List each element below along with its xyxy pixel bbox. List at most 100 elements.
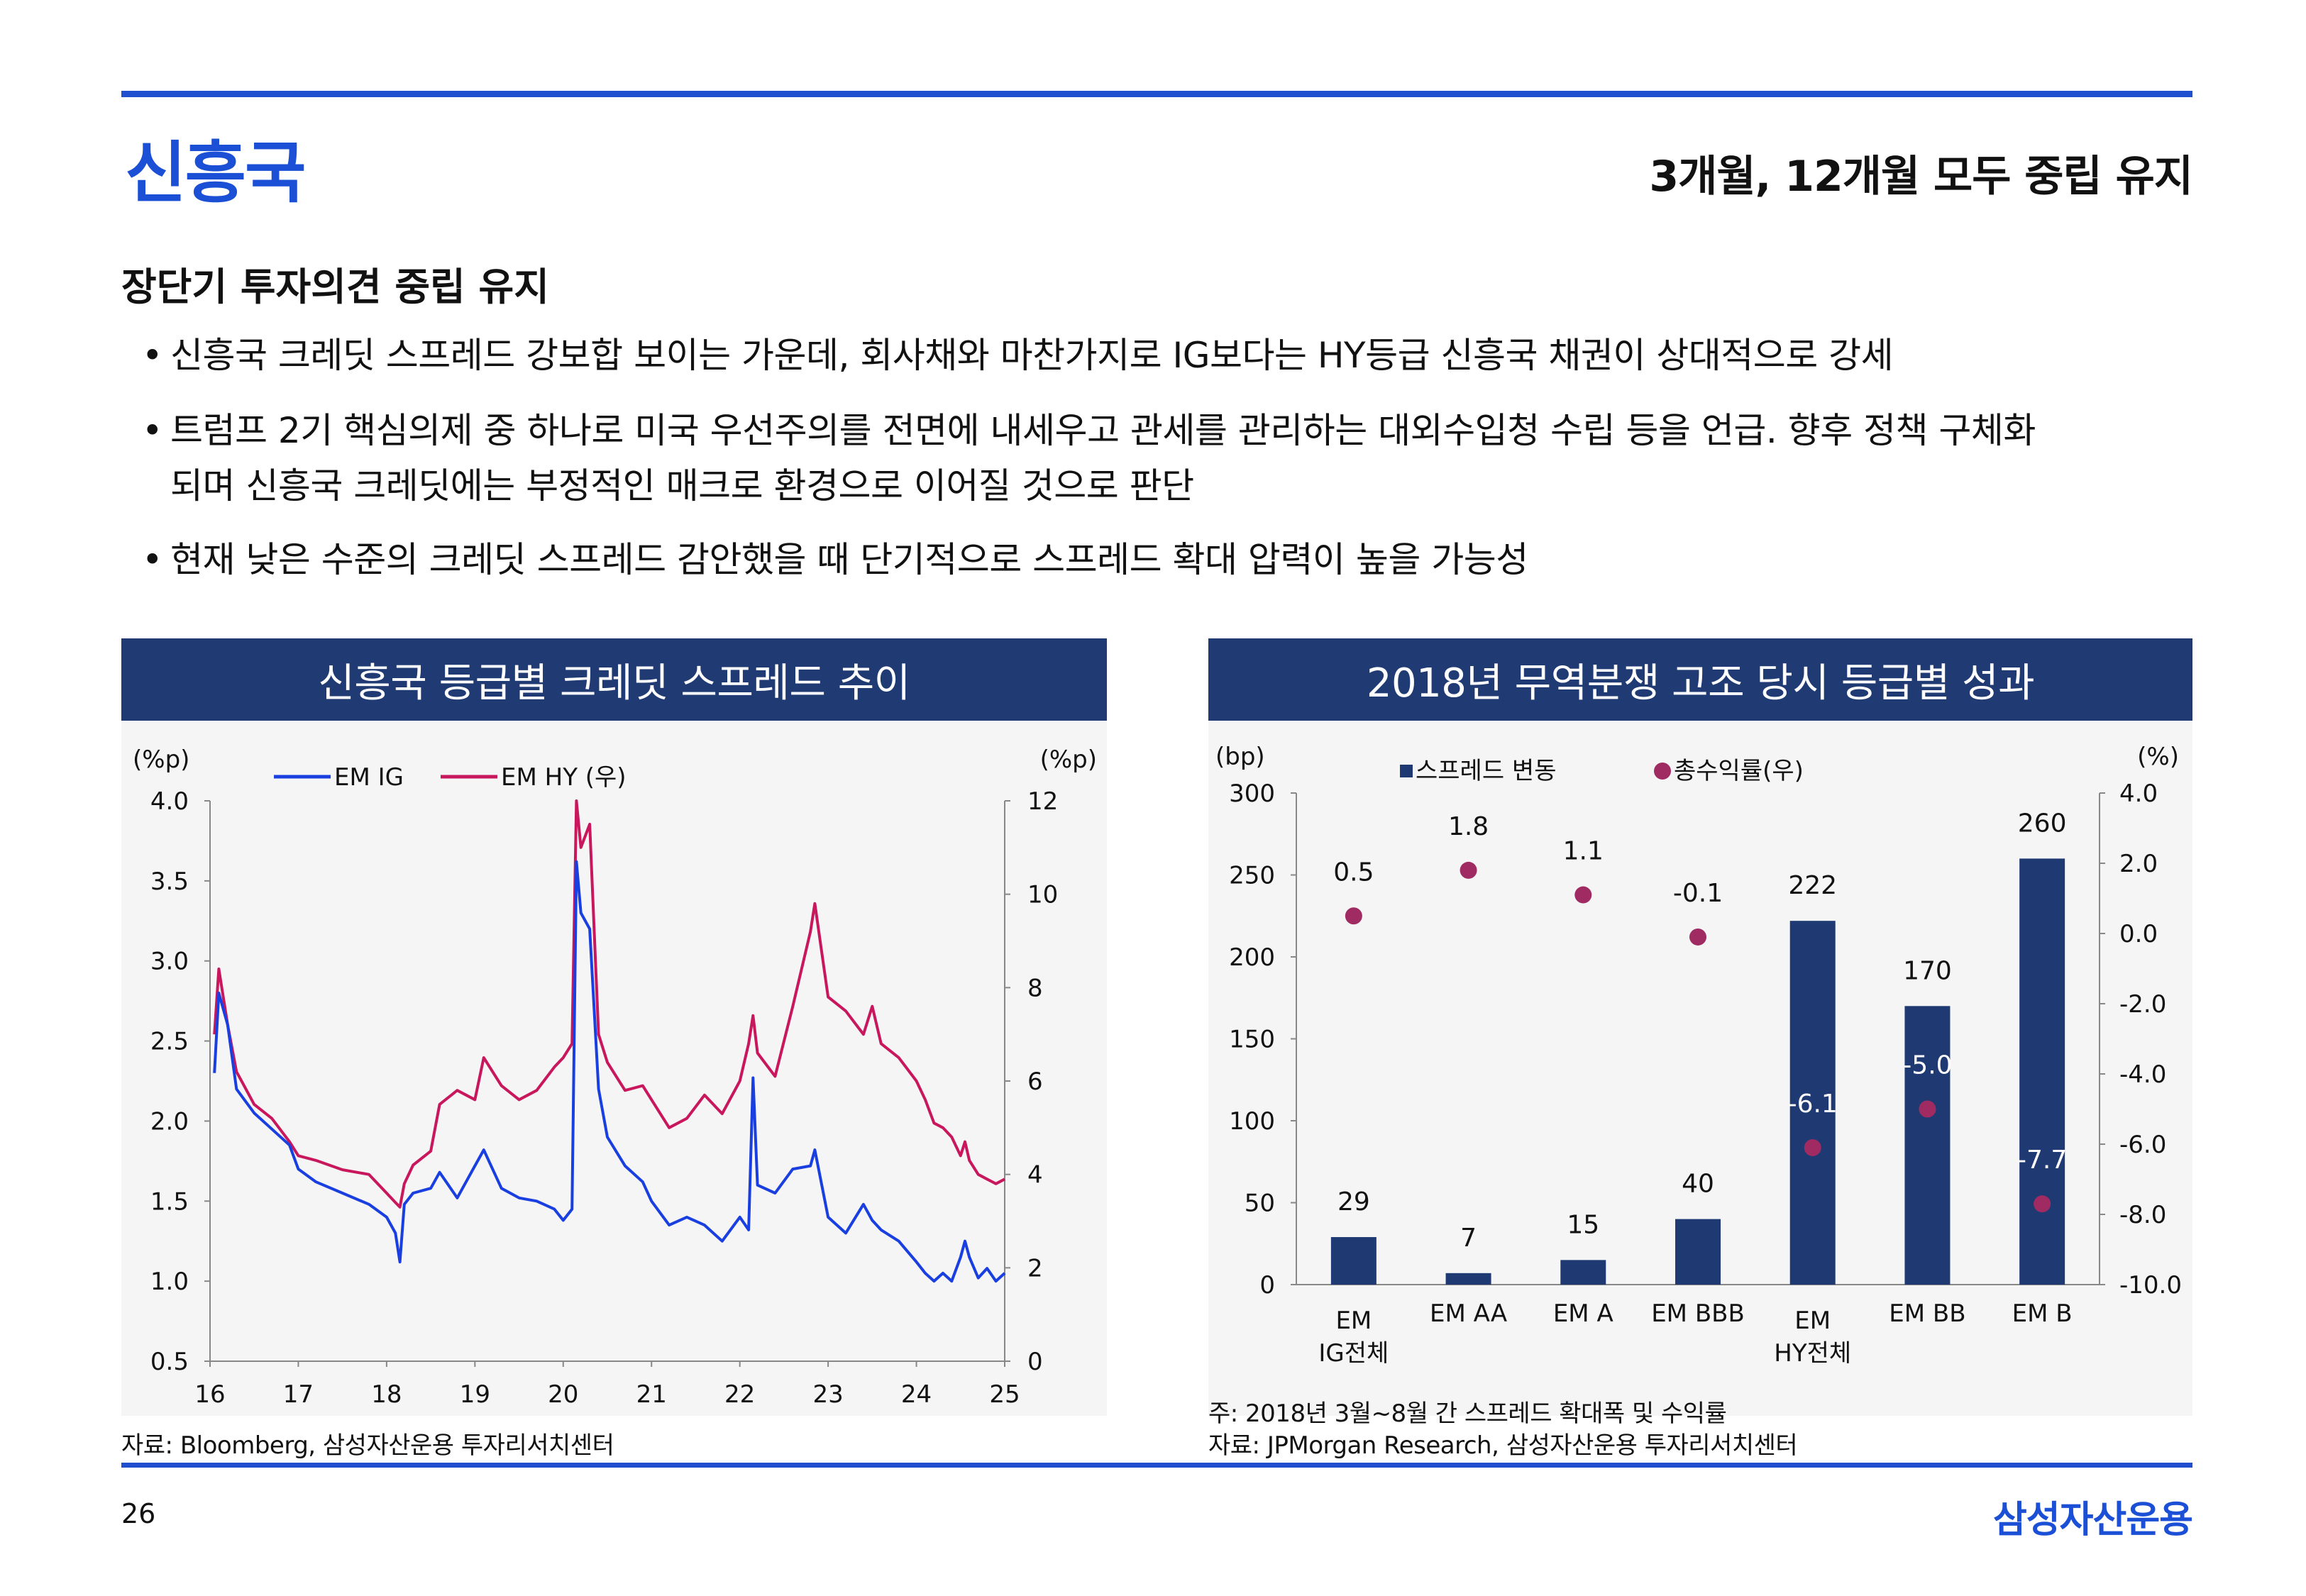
y-tick-label-right: -2.0 <box>2119 990 2166 1019</box>
x-tick-label: 16 <box>194 1380 225 1409</box>
category-label-line2: IG전체 <box>1318 1339 1389 1368</box>
y-tick-label-left: 1.5 <box>150 1187 189 1216</box>
left-panel-header: 신흥국 등급별 크레딧 스프레드 추이 <box>121 638 1107 721</box>
x-tick-label: 18 <box>371 1380 402 1409</box>
y-tick-label-right: 4.0 <box>2119 780 2158 808</box>
left-panel-body: 4.0 3.5 3.0 2.5 2.0 1.5 1.0 0.5 12 10 8 6 4 2 0 16 17 18 1… <box>121 721 1107 1416</box>
legend-label-spread: 스프레드 변동 <box>1416 757 1557 785</box>
legend-label-return: 총수익률(우) <box>1674 757 1804 785</box>
top-rule <box>121 91 2192 97</box>
page-title: 신흥국 <box>125 135 306 212</box>
y-tick-label-right: 4 <box>1027 1161 1043 1190</box>
y-tick-label-right: 10 <box>1027 881 1058 909</box>
y-tick-label-right: 8 <box>1027 974 1043 1002</box>
bar-value-label: 260 <box>2018 809 2067 838</box>
bar-value-label: 7 <box>1460 1224 1477 1253</box>
bullet-dot: • <box>142 539 163 580</box>
category-label: EM <box>1794 1307 1831 1335</box>
return-dot <box>1919 1100 1936 1118</box>
y-tick-label-left: 2.5 <box>150 1028 189 1056</box>
category-label: EM <box>1335 1307 1372 1335</box>
legend-label-em-hy: EM HY (우) <box>501 763 627 792</box>
bar <box>1904 1006 1951 1285</box>
y-tick-label-right: -4.0 <box>2119 1060 2166 1089</box>
y-tick-label-left: 150 <box>1229 1026 1275 1054</box>
bullet-text: 현재 낮은 수준의 크레딧 스프레드 감안했을 때 단기적으로 스프레드 확대 … <box>170 539 1528 580</box>
series-line-em-hy <box>213 799 1005 1209</box>
category-label: EM AA <box>1430 1299 1507 1328</box>
bullet-dot: • <box>142 335 163 376</box>
section-heading: 장단기 투자의견 중립 유지 <box>121 265 549 309</box>
bar-chart: 300 250 200 150 100 50 0 4.0 2.0 0.0 -2.0 -4.0 -6.0 -… <box>1215 743 2182 1368</box>
category-label: EM BBB <box>1651 1299 1745 1328</box>
bullet-text: 신흥국 크레딧 스프레드 강보합 보이는 가운데, 회사채와 마찬가지로 IG보… <box>170 335 1894 376</box>
x-tick-label: 24 <box>901 1380 932 1409</box>
y-axis-unit-left: (bp) <box>1215 743 1265 771</box>
y-tick-label-right: 0.0 <box>2119 920 2158 948</box>
y-tick-label-right: -10.0 <box>2119 1271 2182 1299</box>
return-value-label: 1.8 <box>1448 812 1489 841</box>
y-tick-label-left: 4.0 <box>150 787 189 816</box>
return-dot <box>1804 1138 1821 1156</box>
return-dot <box>1460 861 1477 879</box>
bullet-2: • 트럼프 2기 핵심의제 중 하나로 미국 우선주의를 전면에 내세우고 관세… <box>142 403 2036 514</box>
return-dot <box>1689 928 1706 946</box>
bar-value-label: 170 <box>1903 956 1952 985</box>
y-tick-label-left: 0 <box>1259 1271 1275 1299</box>
y-tick-label-left: 0.5 <box>150 1348 189 1376</box>
return-value-label: 1.1 <box>1563 837 1604 866</box>
right-panel-header: 2018년 무역분쟁 고조 당시 등급별 성과 <box>1208 638 2192 721</box>
bar <box>1789 921 1836 1285</box>
legend-label-em-ig: EM IG <box>334 763 404 792</box>
bar-value-label: 222 <box>1788 871 1837 900</box>
bullet-dot: • <box>142 410 163 451</box>
y-tick-label-right: 2.0 <box>2119 850 2158 878</box>
return-value-label: -0.1 <box>1673 879 1723 908</box>
bullet-text-cont: 되며 신흥국 크레딧에는 부정적인 매크로 환경으로 이어질 것으로 판단 <box>170 465 1194 506</box>
x-tick-label: 23 <box>812 1380 843 1409</box>
x-tick-label: 17 <box>283 1380 314 1409</box>
y-tick-label-left: 250 <box>1229 862 1275 890</box>
legend-swatch-return <box>1654 763 1671 780</box>
category-label: EM A <box>1553 1299 1613 1328</box>
y-tick-label-left: 200 <box>1229 943 1275 972</box>
x-tick-label: 20 <box>548 1380 578 1409</box>
page-number: 26 <box>121 1498 156 1529</box>
x-tick-label: 25 <box>989 1380 1020 1409</box>
y-tick-label-left: 2.0 <box>150 1107 189 1136</box>
right-note: 주: 2018년 3월~8월 간 스프레드 확대폭 및 수익률 <box>1208 1400 1727 1428</box>
return-value-label: -5.0 <box>1902 1051 1952 1080</box>
return-dot <box>2034 1195 2051 1213</box>
y-tick-label-right: -8.0 <box>2119 1201 2166 1229</box>
return-dot <box>1574 886 1592 904</box>
y-tick-label-right: -6.0 <box>2119 1131 2166 1159</box>
brand-logo: 삼성자산운용 <box>1992 1499 2193 1541</box>
y-tick-label-left: 100 <box>1229 1107 1275 1136</box>
y-tick-label-left: 50 <box>1245 1190 1275 1218</box>
return-value-label: -6.1 <box>1788 1090 1838 1119</box>
y-tick-label-left: 3.5 <box>150 868 189 896</box>
right-source: 자료: JPMorgan Research, 삼성자산운용 투자리서치센터 <box>1208 1431 1798 1460</box>
bar-value-label: 40 <box>1682 1170 1714 1199</box>
x-tick-label: 19 <box>460 1380 490 1409</box>
y-axis-unit-right: (%) <box>2137 743 2179 771</box>
series-line-em-ig <box>213 860 1006 1283</box>
y-tick-label-left: 3.0 <box>150 948 189 976</box>
bullet-3: • 현재 낮은 수준의 크레딧 스프레드 감안했을 때 단기적으로 스프레드 확… <box>142 532 1528 587</box>
bar <box>1445 1273 1491 1285</box>
y-axis-unit-right: (%p) <box>1040 746 1097 774</box>
bar <box>1560 1260 1606 1285</box>
bar-value-label: 29 <box>1337 1187 1370 1217</box>
y-tick-label-right: 2 <box>1027 1254 1043 1282</box>
bar <box>2019 858 2065 1285</box>
right-panel-body: 300 250 200 150 100 50 0 4.0 2.0 0.0 -2.0 -4.0 -6.0 -… <box>1208 721 2192 1416</box>
category-label: EM BB <box>1889 1299 1965 1328</box>
x-tick-label: 21 <box>636 1380 667 1409</box>
y-axis-unit-left: (%p) <box>133 746 189 774</box>
bar <box>1330 1237 1377 1285</box>
category-label: EM B <box>2012 1299 2073 1328</box>
return-dot <box>1345 907 1362 925</box>
bar <box>1675 1219 1721 1285</box>
y-tick-label-left: 300 <box>1229 780 1275 808</box>
